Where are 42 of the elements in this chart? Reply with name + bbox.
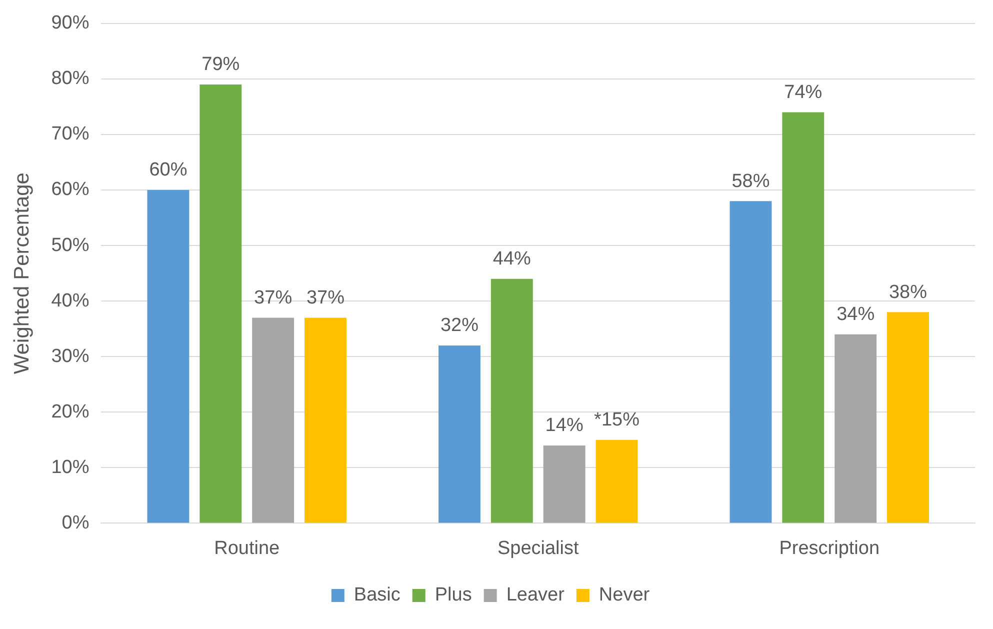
bar — [730, 201, 772, 523]
data-label: 44% — [492, 248, 532, 270]
bar — [782, 112, 824, 523]
bar — [834, 334, 877, 523]
bar — [596, 440, 638, 523]
x-tick-label: Prescription — [779, 538, 880, 559]
data-label: 14% — [545, 415, 584, 436]
data-label: 60% — [149, 160, 188, 181]
bar — [304, 318, 346, 523]
bar — [490, 278, 533, 523]
y-tick-label: 90% — [51, 12, 90, 34]
y-tick-label: 0% — [62, 512, 90, 534]
data-label: 32% — [440, 315, 479, 336]
data-label: 79% — [202, 54, 240, 76]
y-axis-title: Weighted Percentage — [10, 172, 34, 374]
y-tick-label: 60% — [51, 179, 90, 200]
y-tick-label: 30% — [51, 346, 90, 367]
bar — [252, 318, 294, 523]
data-label: 34% — [836, 304, 875, 326]
data-label: 74% — [784, 82, 822, 103]
bar — [147, 190, 190, 523]
data-label: 37% — [306, 287, 345, 308]
x-tick-label: Routine — [214, 538, 280, 559]
y-tick-label: 70% — [51, 124, 90, 145]
y-tick-label: 80% — [51, 68, 90, 90]
data-label: 38% — [888, 282, 928, 303]
bar — [543, 445, 586, 523]
data-label: 58% — [732, 170, 770, 192]
bar — [200, 84, 242, 523]
data-label: 37% — [254, 287, 292, 308]
y-tick-label: 50% — [51, 234, 90, 256]
y-tick-label: 20% — [51, 401, 90, 422]
y-tick-label: 10% — [51, 456, 90, 478]
legend-label: Basic — [354, 584, 400, 606]
data-label: *15% — [594, 410, 640, 431]
y-tick-label: 40% — [51, 290, 90, 312]
x-tick-label: Specialist — [497, 538, 580, 559]
legend-label: Plus — [434, 584, 472, 606]
legend-label: Leaver — [506, 584, 566, 606]
bar — [887, 312, 929, 523]
bar — [438, 345, 480, 523]
legend-label: Never — [598, 584, 650, 606]
